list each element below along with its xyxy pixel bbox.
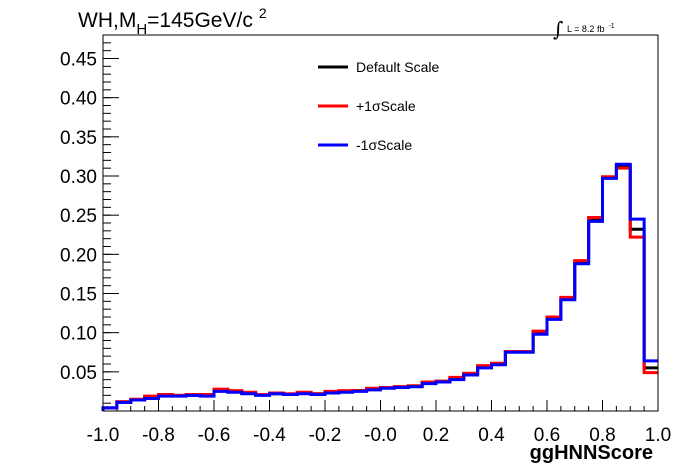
series-layer bbox=[101, 162, 658, 411]
legend-label-plus: +1σScale bbox=[356, 98, 416, 114]
x-tick-label: -0.2 bbox=[309, 425, 342, 446]
plot-title: WH,MH=145GeV/c 2 bbox=[78, 5, 267, 38]
x-tick-label: -0.4 bbox=[253, 425, 286, 446]
x-tick-label: 0.4 bbox=[478, 425, 505, 446]
y-tick-label: 0.10 bbox=[60, 324, 97, 345]
x-tick-label: -0.8 bbox=[142, 425, 175, 446]
y-tick-label: 0.20 bbox=[60, 245, 97, 266]
luminosity-text: L = 8.2 fb -1 bbox=[567, 23, 615, 34]
x-tick-label: 0.2 bbox=[423, 425, 449, 446]
x-tick-label: 0.6 bbox=[534, 425, 560, 446]
y-tick-label: 0.40 bbox=[60, 89, 97, 110]
luminosity-label: ∫ L = 8.2 fb -1 bbox=[553, 17, 615, 41]
title-value: =145GeV/c bbox=[147, 9, 253, 32]
luminosity-value: L = 8.2 fb bbox=[567, 24, 604, 34]
y-tick-label: 0.45 bbox=[60, 50, 97, 71]
axes: -1.0 -0.8 -0.6 -0.4 -0.2 -0.0 0.2 0.4 0.6 0.8 1.0 0… bbox=[60, 42, 671, 446]
legend: Default Scale +1σScale -1σScale bbox=[318, 59, 439, 153]
y-tick-label: 0.15 bbox=[60, 285, 97, 306]
legend-label-minus: -1σScale bbox=[356, 137, 412, 153]
title-subscript: H bbox=[136, 21, 147, 38]
x-tick-label: 0.8 bbox=[589, 425, 615, 446]
series-minus-1sigma-scale bbox=[101, 162, 658, 411]
x-tick-label: 1.0 bbox=[645, 425, 671, 446]
y-tick-label: 0.25 bbox=[60, 206, 97, 227]
x-tick-label: -0.6 bbox=[198, 425, 231, 446]
x-tick-label: -1.0 bbox=[87, 425, 120, 446]
integral-symbol: ∫ bbox=[553, 17, 563, 41]
title-main: WH,M bbox=[78, 9, 136, 32]
title-superscript: 2 bbox=[259, 5, 267, 21]
legend-label-default: Default Scale bbox=[356, 59, 439, 75]
y-tick-label: 0.35 bbox=[60, 128, 97, 149]
x-axis-title: ggHNNScore bbox=[530, 442, 653, 464]
luminosity-exponent: -1 bbox=[608, 23, 614, 30]
x-tick-label: -0.0 bbox=[364, 425, 397, 446]
y-tick-label: 0.30 bbox=[60, 167, 97, 188]
plot-frame bbox=[102, 34, 659, 412]
y-tick-label: 0.05 bbox=[60, 363, 97, 384]
